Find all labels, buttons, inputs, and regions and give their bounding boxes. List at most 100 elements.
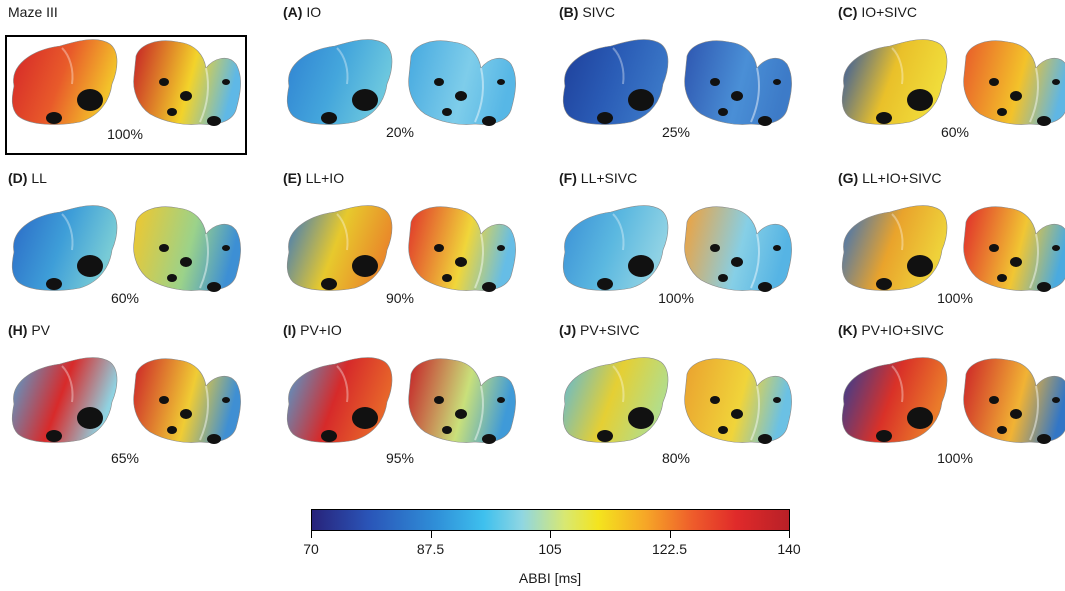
panel-percentage: 60%	[110, 290, 140, 306]
map-panel: (A) IO 20%	[275, 4, 525, 154]
vein-ostium	[167, 426, 177, 434]
right-view-surface	[684, 206, 792, 291]
vein-ostium	[710, 78, 720, 86]
heart-map	[11, 39, 241, 126]
vein-ostium	[222, 245, 230, 251]
panel-grid: Maze III 100% (A) IO 20% (B) SIVC 25% (C) IO+S…	[0, 4, 1065, 472]
vein-ostium	[876, 430, 892, 442]
colorbar-tick-label: 70	[303, 541, 319, 557]
heart-map	[841, 205, 1065, 292]
vein-ostium	[434, 396, 444, 404]
right-view-surface	[133, 40, 241, 125]
right-view-surface	[963, 358, 1065, 443]
map-panel: (C) IO+SIVC 60%	[830, 4, 1065, 154]
panel-tag: (B)	[559, 4, 579, 20]
panel-tag: (C)	[838, 4, 858, 20]
right-view-surface	[684, 40, 792, 125]
panel-title: (A) IO	[283, 4, 321, 20]
vein-ostium	[482, 434, 496, 444]
map-panel: (D) LL 60%	[0, 170, 250, 320]
panel-label: LL+IO+SIVC	[862, 170, 942, 186]
highlight-frame	[5, 35, 247, 155]
panel-percentage: 100%	[937, 450, 973, 466]
right-view-surface	[408, 206, 516, 291]
panel-tag: (A)	[283, 4, 303, 20]
colorbar-tick	[550, 530, 551, 538]
vein-ostium	[159, 396, 169, 404]
vein-ostium	[46, 430, 62, 442]
panel-title: (K) PV+IO+SIVC	[838, 322, 944, 338]
colorbar-tick	[311, 530, 312, 538]
panel-percentage: 60%	[940, 124, 970, 140]
panel-tag: (D)	[8, 170, 28, 186]
panel-label: Maze III	[8, 4, 58, 20]
panel-label: LL+SIVC	[580, 170, 638, 186]
right-view-surface	[963, 206, 1065, 291]
map-panel: (F) LL+SIVC 100%	[551, 170, 801, 320]
right-view-surface	[133, 206, 241, 291]
panel-label: PV+IO+SIVC	[861, 322, 944, 338]
vein-ostium	[1010, 91, 1022, 101]
vein-ostium	[907, 255, 933, 277]
right-view-surface	[963, 40, 1065, 125]
right-view-surface	[408, 40, 516, 125]
vein-ostium	[455, 91, 467, 101]
vein-ostium	[1010, 257, 1022, 267]
map-panel: (G) LL+IO+SIVC 100%	[830, 170, 1065, 320]
vein-ostium	[718, 426, 728, 434]
panel-title: Maze III	[8, 4, 58, 20]
panel-tag: (I)	[283, 322, 297, 338]
vein-ostium	[758, 282, 772, 292]
map-panel: (E) LL+IO 90%	[275, 170, 525, 320]
panel-percentage: 100%	[658, 290, 694, 306]
vein-ostium	[482, 116, 496, 126]
vein-ostium	[222, 397, 230, 403]
map-panel: Maze III 100%	[0, 4, 250, 155]
vein-ostium	[710, 244, 720, 252]
heart-map	[11, 357, 241, 444]
right-view-surface	[133, 358, 241, 443]
vein-ostium	[758, 116, 772, 126]
vein-ostium	[77, 255, 103, 277]
panel-percentage: 65%	[110, 450, 140, 466]
panel-tag: (J)	[559, 322, 577, 338]
panel-percentage: 80%	[661, 450, 691, 466]
heart-map	[11, 205, 241, 292]
vein-ostium	[731, 257, 743, 267]
vein-ostium	[758, 434, 772, 444]
panel-label: LL+IO	[305, 170, 345, 186]
heart-map	[562, 205, 792, 292]
vein-ostium	[718, 274, 728, 282]
vein-ostium	[907, 89, 933, 111]
vein-ostium	[180, 91, 192, 101]
vein-ostium	[773, 79, 781, 85]
heart-map	[286, 205, 516, 292]
panel-label: SIVC	[582, 4, 616, 20]
vein-ostium	[180, 257, 192, 267]
map-panel: (K) PV+IO+SIVC 100%	[830, 322, 1065, 472]
vein-ostium	[321, 112, 337, 124]
panel-percentage: 95%	[385, 450, 415, 466]
vein-ostium	[1052, 79, 1060, 85]
heart-map	[841, 39, 1065, 126]
panel-percentage: 100%	[107, 126, 143, 142]
map-panel: (B) SIVC 25%	[551, 4, 801, 154]
vein-ostium	[718, 108, 728, 116]
colorbar-tick-label: 87.5	[416, 541, 445, 557]
vein-ostium	[321, 278, 337, 290]
vein-ostium	[352, 89, 378, 111]
vein-ostium	[497, 79, 505, 85]
colorbar-tick	[430, 530, 432, 538]
panel-label: LL	[31, 170, 47, 186]
vein-ostium	[710, 396, 720, 404]
vein-ostium	[773, 245, 781, 251]
vein-ostium	[1037, 282, 1051, 292]
vein-ostium	[497, 397, 505, 403]
vein-ostium	[455, 409, 467, 419]
map-panel: (H) PV 65%	[0, 322, 250, 472]
vein-ostium	[321, 430, 337, 442]
vein-ostium	[46, 112, 62, 124]
vein-ostium	[628, 255, 654, 277]
vein-ostium	[352, 407, 378, 429]
colorbar	[311, 509, 790, 531]
